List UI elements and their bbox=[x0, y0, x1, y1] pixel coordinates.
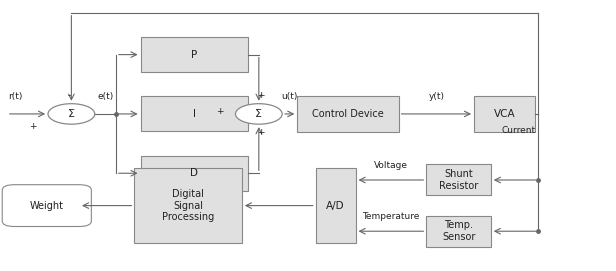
Text: Current: Current bbox=[501, 126, 535, 135]
FancyBboxPatch shape bbox=[298, 96, 399, 132]
Text: u(t): u(t) bbox=[282, 92, 298, 101]
FancyBboxPatch shape bbox=[315, 168, 355, 243]
Text: I: I bbox=[193, 109, 196, 119]
Text: e(t): e(t) bbox=[97, 92, 113, 101]
Text: D: D bbox=[190, 168, 198, 178]
Text: y(t): y(t) bbox=[428, 92, 444, 101]
Text: +: + bbox=[216, 107, 224, 116]
Text: Σ: Σ bbox=[255, 109, 262, 119]
Circle shape bbox=[48, 104, 95, 124]
Circle shape bbox=[235, 104, 282, 124]
Text: r(t): r(t) bbox=[8, 92, 22, 101]
FancyBboxPatch shape bbox=[140, 156, 248, 191]
Text: Digital
Signal
Processing: Digital Signal Processing bbox=[162, 189, 214, 222]
Text: Weight: Weight bbox=[30, 201, 64, 211]
FancyBboxPatch shape bbox=[474, 96, 535, 132]
Text: +: + bbox=[257, 91, 264, 100]
Text: Shunt
Resistor: Shunt Resistor bbox=[439, 169, 478, 191]
Text: Temperature: Temperature bbox=[362, 212, 419, 221]
FancyBboxPatch shape bbox=[2, 185, 91, 227]
Text: VCA: VCA bbox=[494, 109, 516, 119]
Text: P: P bbox=[191, 50, 197, 60]
Text: A/D: A/D bbox=[326, 201, 345, 211]
FancyBboxPatch shape bbox=[134, 168, 242, 243]
Text: +: + bbox=[29, 122, 36, 131]
Text: +: + bbox=[257, 128, 264, 137]
Text: -: - bbox=[68, 91, 71, 100]
Text: Control Device: Control Device bbox=[312, 109, 384, 119]
Text: Σ: Σ bbox=[68, 109, 75, 119]
FancyBboxPatch shape bbox=[140, 96, 248, 131]
FancyBboxPatch shape bbox=[140, 37, 248, 72]
Text: Voltage: Voltage bbox=[374, 161, 408, 170]
FancyBboxPatch shape bbox=[426, 216, 491, 247]
FancyBboxPatch shape bbox=[426, 164, 491, 195]
Text: Temp.
Sensor: Temp. Sensor bbox=[442, 220, 476, 242]
